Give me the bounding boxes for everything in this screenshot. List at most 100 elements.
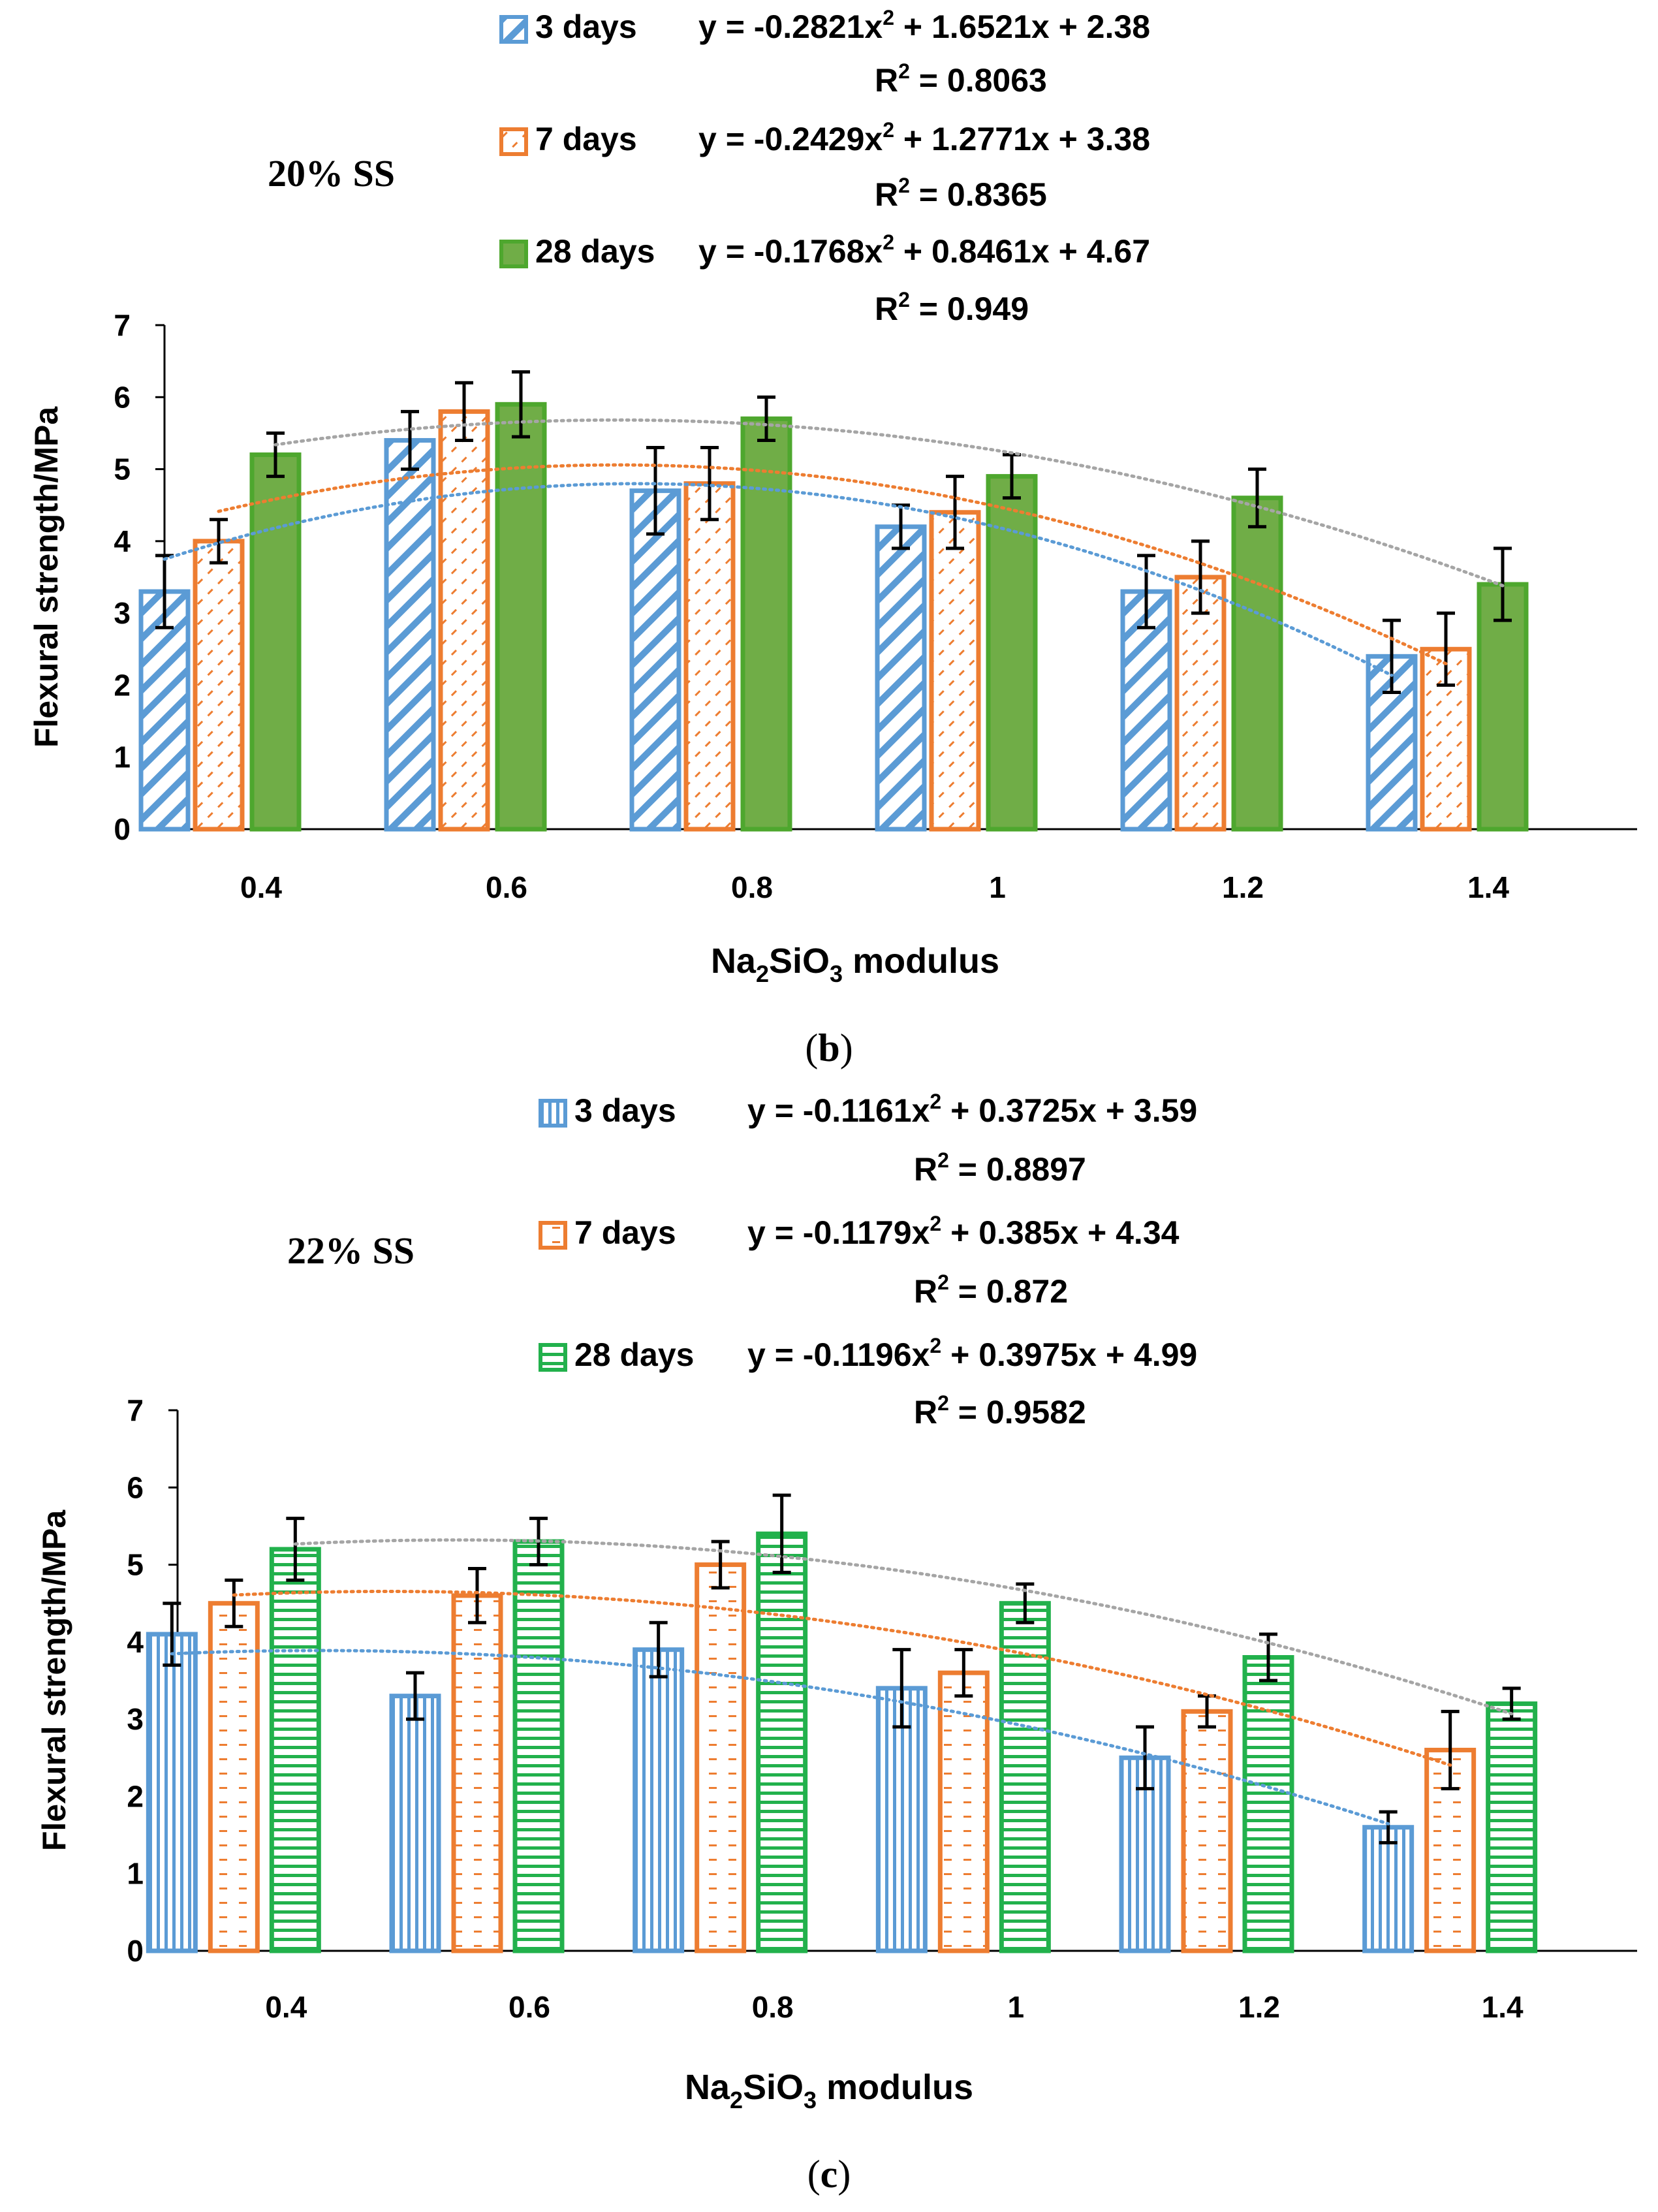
panel-label-paren: ) [840,1026,853,1069]
legend-label: 3 days [535,8,637,45]
x-tick-label: 0.6 [508,1990,550,2024]
panel-label-paren: ( [807,2153,821,2196]
bar [1362,1825,1415,1953]
x-axis-label-part: SiO [743,2068,804,2107]
x-tick-label: 0.6 [486,870,527,904]
x-tick-label: 1.4 [1482,1990,1524,2024]
r-squared: R2 = 0.8897 [914,1148,1086,1188]
panel-label-paren: ) [837,2153,851,2196]
y-tick-label: 5 [127,1548,144,1582]
y-tick-label: 3 [114,596,131,630]
equation-superscript: 2 [930,1212,941,1235]
legend-swatch [539,1099,567,1128]
bar [438,409,490,832]
trendline [293,1538,1514,1716]
y-axis-label: Flexural strength/MPa [36,1509,72,1852]
y-tick-label: 2 [127,1779,144,1813]
chart-panel-c: 0 1 2 3 4 5 6 7 Flexural strength/MPa 0.4 0.6 0.8 1 1… [36,1090,1637,2196]
r-squared-part: = 0.872 [949,1273,1068,1310]
x-tick-label: 0.8 [731,870,773,904]
equation-part: + 1.6521x + 2.38 [894,8,1150,45]
bar [1181,1709,1233,1953]
y-tick-label: 3 [127,1702,144,1736]
trendline-equation: y = -0.1196x2 + 0.3975x + 4.99 [747,1334,1197,1373]
bar [512,1539,565,1953]
panel-label: (c) [807,2153,851,2196]
legend-label: 7 days [535,121,637,157]
trendline-equation: y = -0.1161x2 + 0.3725x + 3.59 [747,1090,1197,1129]
bar [629,488,681,832]
y-tick-label: 4 [127,1625,144,1659]
x-axis-label-part: modulus [817,2068,973,2107]
r-squared-superscript: 2 [898,59,910,83]
legend-label: 3 days [574,1092,676,1129]
equation-superscript: 2 [883,6,894,29]
equation-part: y = -0.1768x [698,233,883,270]
trendline-equation: y = -0.2821x2 + 1.6521x + 2.38 [698,6,1150,45]
r-squared: R2 = 0.9582 [914,1391,1086,1430]
r-squared: R2 = 0.949 [875,288,1029,327]
bar [208,1601,260,1953]
r-squared-part: = 0.8063 [910,62,1047,99]
bar [389,1694,441,1953]
x-axis-label: Na2SiO3 modulus [685,2068,973,2113]
y-tick-label: 6 [127,1470,144,1504]
r-squared-part: = 0.949 [910,291,1029,327]
x-axis-label-part: Na [685,2068,730,2107]
x-axis-label-subscript: 3 [804,2087,817,2113]
equation-superscript: 2 [930,1334,941,1357]
y-tick-label: 1 [127,1857,144,1891]
r-squared-part: R [914,1394,937,1430]
r-squared-superscript: 2 [937,1271,949,1294]
trendline-equation: y = -0.2429x2 + 1.2771x + 3.38 [698,118,1150,157]
legend-label: 28 days [574,1336,694,1373]
legend-swatch [539,1221,567,1250]
x-tick-label: 1.2 [1222,870,1264,904]
bar [756,1531,808,1953]
legend-swatch [499,240,528,268]
y-tick-label: 7 [114,308,131,342]
trendline [232,1590,1452,1767]
equation-part: + 0.3725x + 3.59 [941,1092,1197,1129]
bar [451,1593,503,1953]
x-tick-label: 0.8 [752,1990,794,2024]
equation-superscript: 2 [930,1090,941,1113]
bar [1486,1701,1538,1953]
chart-panel-b: 0 1 2 3 4 5 6 7 Flexural strength/MPa 0.4 0.6 0.8 1 1… [28,6,1637,1069]
r-squared-part: = 0.8365 [910,176,1047,213]
bar [146,1632,198,1953]
r-squared-part: = 0.9582 [949,1394,1086,1430]
equation-part: + 0.8461x + 4.67 [894,233,1150,270]
trendline [274,418,1505,588]
equation-part: y = -0.1161x [747,1092,930,1129]
trendline [163,482,1394,677]
equation-part: y = -0.1179x [747,1214,930,1251]
bar [937,1670,990,1953]
bar [1242,1655,1294,1953]
bar [999,1601,1051,1953]
legend-swatch [499,127,528,156]
bar [1174,575,1227,832]
y-tick-label: 0 [127,1934,144,1968]
y-tick-label: 6 [114,380,131,414]
bar [1231,496,1283,832]
equation-part: y = -0.2429x [698,121,883,157]
bar [683,481,736,832]
r-squared-part: = 0.8897 [949,1151,1086,1188]
equation-superscript: 2 [883,230,894,254]
r-squared-superscript: 2 [937,1148,949,1172]
y-axis-label: Flexural strength/MPa [28,406,65,748]
x-tick-label: 1.2 [1238,1990,1280,2024]
r-squared: R2 = 0.872 [914,1271,1068,1310]
x-axis-label-part: Na [711,941,757,981]
x-axis-label: Na2SiO3 modulus [711,941,999,987]
trendline-equation: y = -0.1179x2 + 0.385x + 4.34 [747,1212,1180,1251]
r-squared-part: R [875,176,898,213]
annotation-text: 20% SS [268,152,395,195]
bar [1120,589,1172,832]
y-tick-label: 5 [114,452,131,486]
bar [875,1686,928,1953]
y-tick-label: 7 [127,1393,144,1427]
panel-label-letter: c [821,2153,838,2196]
